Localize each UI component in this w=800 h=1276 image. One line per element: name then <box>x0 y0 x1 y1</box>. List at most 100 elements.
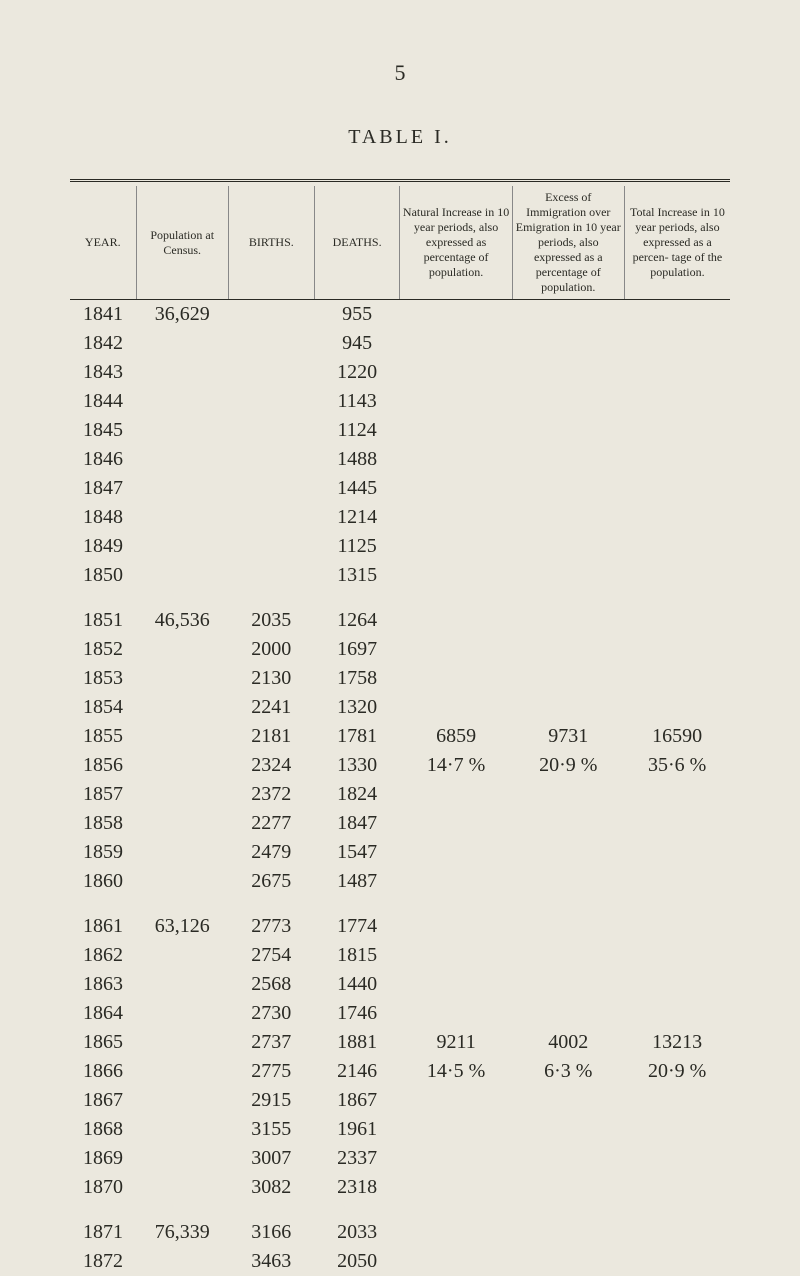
cell-population <box>136 1115 228 1144</box>
cell-empty <box>512 780 624 809</box>
cell-year: 1855 <box>70 722 136 751</box>
cell-population <box>136 1086 228 1115</box>
cell-empty <box>624 693 730 722</box>
cell-year: 1866 <box>70 1057 136 1086</box>
cell-empty <box>624 635 730 664</box>
cell-year: 1867 <box>70 1086 136 1115</box>
cell-empty <box>400 1247 512 1276</box>
cell-births: 2773 <box>228 912 314 941</box>
cell-births: 2915 <box>228 1086 314 1115</box>
cell-empty <box>400 503 512 532</box>
cell-births <box>228 445 314 474</box>
cell-births <box>228 300 314 330</box>
cell-natural-pct: 14·5 % <box>400 1057 512 1086</box>
header-births: BIRTHS. <box>228 186 314 300</box>
cell-total-value: 13213 <box>624 1028 730 1057</box>
cell-population: 63,126 <box>136 912 228 941</box>
table-row: 186026751487 <box>70 867 730 896</box>
cell-deaths: 2146 <box>314 1057 400 1086</box>
cell-empty <box>624 300 730 330</box>
document-page: 5 TABLE I. YEAR. Population at Census. B… <box>0 0 800 1261</box>
cell-population <box>136 561 228 590</box>
cell-empty <box>512 1218 624 1247</box>
cell-year: 1859 <box>70 838 136 867</box>
cell-empty <box>624 358 730 387</box>
cell-empty <box>400 1086 512 1115</box>
table-row: 185220001697 <box>70 635 730 664</box>
cell-births <box>228 503 314 532</box>
cell-population: 76,339 <box>136 1218 228 1247</box>
cell-deaths: 1881 <box>314 1028 400 1057</box>
cell-year: 1849 <box>70 532 136 561</box>
cell-empty <box>400 532 512 561</box>
cell-deaths: 1847 <box>314 809 400 838</box>
cell-births <box>228 416 314 445</box>
cell-total-pct: 20·9 % <box>624 1057 730 1086</box>
cell-births: 2324 <box>228 751 314 780</box>
cell-deaths: 2050 <box>314 1247 400 1276</box>
cell-empty <box>624 416 730 445</box>
cell-population <box>136 329 228 358</box>
cell-empty <box>624 1173 730 1202</box>
cell-year: 1847 <box>70 474 136 503</box>
cell-empty <box>624 1115 730 1144</box>
cell-deaths: 945 <box>314 329 400 358</box>
cell-empty <box>512 503 624 532</box>
cell-births: 2372 <box>228 780 314 809</box>
cell-empty <box>624 664 730 693</box>
cell-deaths: 1220 <box>314 358 400 387</box>
cell-deaths: 1774 <box>314 912 400 941</box>
cell-population <box>136 1247 228 1276</box>
cell-empty <box>400 1218 512 1247</box>
table-row: 18491125 <box>70 532 730 561</box>
cell-empty <box>624 329 730 358</box>
cell-year: 1868 <box>70 1115 136 1144</box>
cell-deaths: 1440 <box>314 970 400 999</box>
cell-excess-pct: 6·3 % <box>512 1057 624 1086</box>
cell-births: 2754 <box>228 941 314 970</box>
cell-year: 1846 <box>70 445 136 474</box>
cell-empty <box>512 329 624 358</box>
cell-year: 1851 <box>70 606 136 635</box>
cell-deaths: 1547 <box>314 838 400 867</box>
cell-births: 2479 <box>228 838 314 867</box>
cell-year: 1872 <box>70 1247 136 1276</box>
table-body: 184136,629955184294518431220184411431845… <box>70 300 730 1276</box>
cell-empty <box>400 387 512 416</box>
table-title: TABLE I. <box>70 126 730 149</box>
cell-deaths: 1824 <box>314 780 400 809</box>
table-row: 185723721824 <box>70 780 730 809</box>
cell-empty <box>400 329 512 358</box>
cell-empty <box>624 387 730 416</box>
cell-population <box>136 999 228 1028</box>
cell-deaths: 1445 <box>314 474 400 503</box>
cell-excess-pct: 20·9 % <box>512 751 624 780</box>
cell-empty <box>512 300 624 330</box>
cell-deaths: 1330 <box>314 751 400 780</box>
table-row: 18431220 <box>70 358 730 387</box>
cell-year: 1844 <box>70 387 136 416</box>
cell-births: 2181 <box>228 722 314 751</box>
cell-population <box>136 867 228 896</box>
cell-empty <box>512 1086 624 1115</box>
cell-empty <box>400 809 512 838</box>
table-row: 1859 24791547 <box>70 838 730 867</box>
cell-deaths: 2033 <box>314 1218 400 1247</box>
cell-year: 1854 <box>70 693 136 722</box>
cell-empty <box>400 300 512 330</box>
cell-population <box>136 751 228 780</box>
cell-population <box>136 416 228 445</box>
cell-births <box>228 329 314 358</box>
cell-empty <box>624 867 730 896</box>
cell-population <box>136 387 228 416</box>
cell-empty <box>512 1115 624 1144</box>
cell-population <box>136 503 228 532</box>
table-row: 186325681440 <box>70 970 730 999</box>
cell-empty <box>512 809 624 838</box>
cell-deaths: 1488 <box>314 445 400 474</box>
cell-empty <box>624 1086 730 1115</box>
cell-empty <box>624 1218 730 1247</box>
cell-excess-value: 9731 <box>512 722 624 751</box>
cell-empty <box>624 445 730 474</box>
cell-year: 1869 <box>70 1144 136 1173</box>
